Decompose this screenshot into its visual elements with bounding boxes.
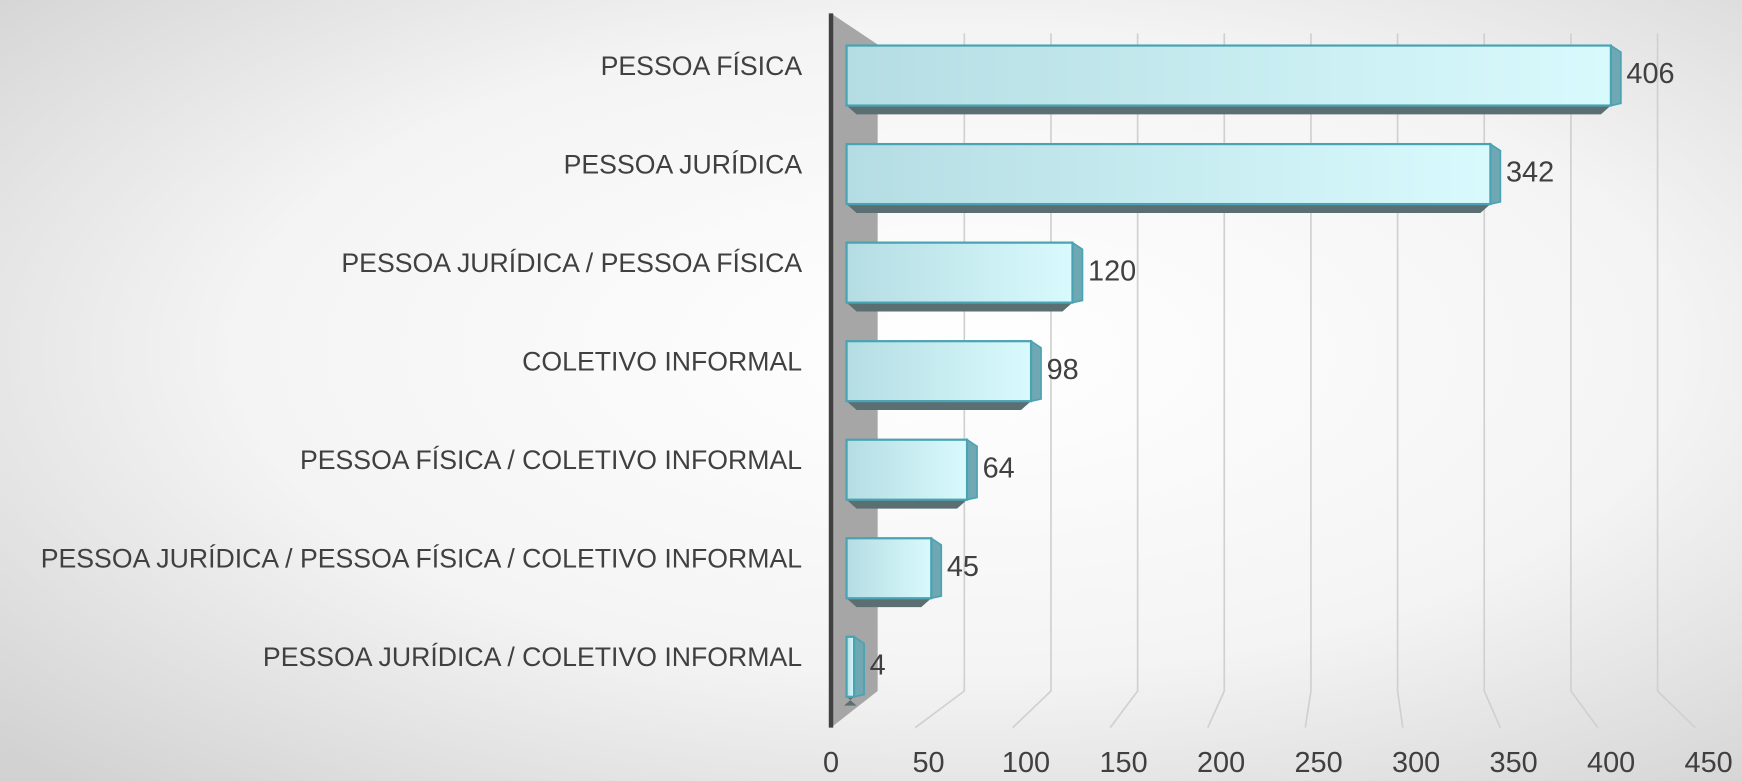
bar (845, 339, 1042, 411)
value-label: 4 (870, 649, 886, 681)
bar (844, 635, 865, 706)
category-label: PESSOA JURÍDICA / COLETIVO INFORMAL (263, 642, 802, 672)
x-tick-label: 100 (1002, 747, 1050, 779)
x-tick-label: 150 (1099, 747, 1147, 779)
x-tick-label: 350 (1490, 747, 1538, 779)
bar (845, 142, 1502, 213)
x-tick-label: 400 (1587, 747, 1635, 779)
bar (845, 536, 943, 608)
bar (845, 241, 1084, 312)
x-tick-label: 200 (1197, 747, 1245, 779)
category-label: PESSOA FÍSICA (601, 51, 803, 81)
grid-line (1483, 33, 1502, 729)
grid-line (1656, 33, 1696, 729)
category-label: PESSOA JURÍDICA / PESSOA FÍSICA / COLETI… (41, 544, 802, 574)
grid-line (1570, 33, 1599, 729)
value-label: 342 (1506, 157, 1554, 189)
grid-line (1109, 33, 1139, 729)
category-label: PESSOA JURÍDICA (564, 149, 803, 179)
category-label: PESSOA JURÍDICA / PESSOA FÍSICA (341, 248, 802, 278)
category-label: PESSOA FÍSICA / COLETIVO INFORMAL (300, 445, 802, 475)
x-tick-label: 450 (1685, 747, 1733, 779)
grid-line (1304, 33, 1312, 728)
value-label: 98 (1047, 354, 1079, 386)
x-tick-label: 0 (823, 747, 839, 779)
grid-line (1396, 33, 1404, 728)
value-label: 406 (1626, 58, 1674, 90)
value-label: 120 (1088, 255, 1136, 287)
x-tick-label: 300 (1392, 747, 1440, 779)
x-tick-label: 250 (1294, 747, 1342, 779)
x-tick-label: 50 (912, 747, 944, 779)
value-label: 64 (983, 452, 1015, 484)
bar (845, 438, 978, 509)
value-label: 45 (947, 551, 979, 583)
grid-line (1206, 33, 1226, 729)
category-label: COLETIVO INFORMAL (522, 346, 802, 376)
bar (845, 43, 1622, 115)
